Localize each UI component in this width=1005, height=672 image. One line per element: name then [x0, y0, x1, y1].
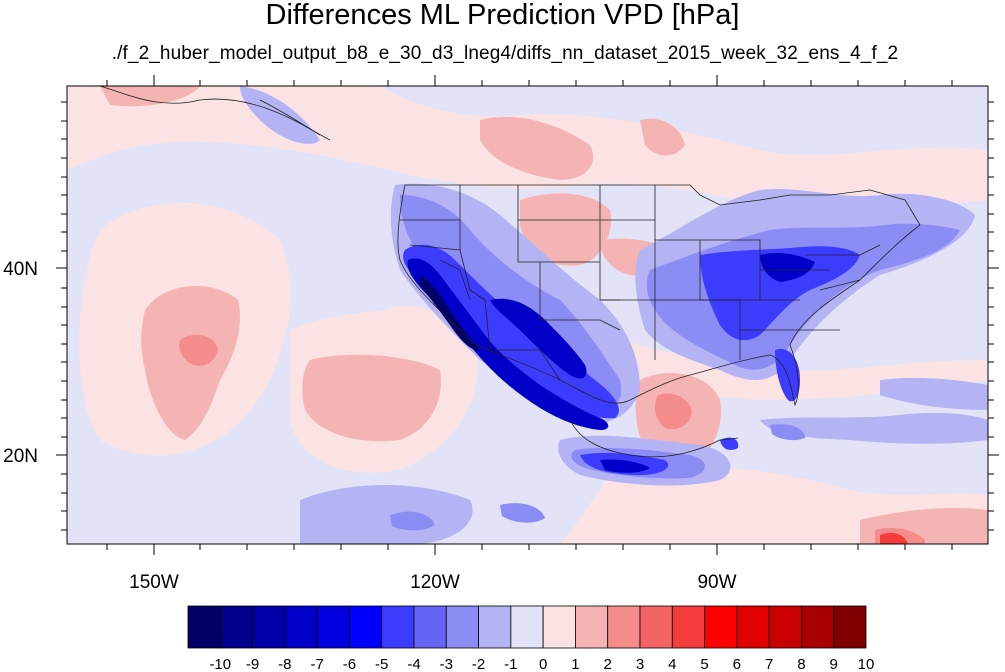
colorbar-label: 7: [765, 656, 773, 672]
major-ticks: [56, 75, 999, 555]
map-subtitle: ./f_2_huber_model_output_b8_e_30_d3_lneg…: [111, 43, 899, 64]
y-tick-label: 40N: [3, 259, 38, 280]
field-deep-negative: [407, 252, 815, 473]
colorbar-label: 6: [733, 656, 741, 672]
colorbar-label: 0: [539, 656, 547, 672]
colorbar-swatch: [316, 605, 350, 649]
field-darkest-negative: [420, 275, 480, 351]
minor-ticks: [61, 80, 994, 550]
colorbar-swatch: [704, 605, 738, 649]
colorbar-swatch: [607, 605, 641, 649]
colorbar-label: 1: [571, 656, 579, 672]
colorbar-swatch: [639, 605, 673, 649]
x-tick-label: 120W: [410, 572, 460, 593]
map-field: [67, 86, 988, 544]
field-red-spot: [880, 532, 908, 544]
colorbar-swatch: [219, 605, 253, 649]
colorbar-label: -6: [343, 656, 356, 672]
map-frame: [66, 85, 989, 545]
colorbar-label: -10: [209, 656, 231, 672]
map-title: Differences ML Prediction VPD [hPa]: [265, 0, 740, 31]
colorbar-swatch: [542, 605, 576, 649]
colorbar-swatch: [736, 605, 770, 649]
colorbar-label: 5: [700, 656, 708, 672]
colorbar-label: 9: [830, 656, 838, 672]
colorbar-swatch: [413, 605, 447, 649]
colorbar-swatch: [671, 605, 705, 649]
colorbar-swatch: [187, 605, 221, 649]
colorbar-label: -5: [375, 656, 388, 672]
colorbar-swatch: [801, 605, 835, 649]
x-tick-label: 90W: [697, 572, 736, 593]
colorbar-swatch: [510, 605, 544, 649]
colorbar-label: -1: [504, 656, 517, 672]
colorbar-swatch: [252, 605, 286, 649]
colorbar-label: 4: [668, 656, 676, 672]
y-tick-label: 20N: [3, 446, 38, 467]
colorbar-label: 10: [858, 656, 875, 672]
colorbar-label: 3: [636, 656, 644, 672]
colorbar-label: -8: [278, 656, 291, 672]
colorbar-swatch: [284, 605, 318, 649]
colorbar-swatch: [349, 605, 383, 649]
colorbar: -10 -9 -8 -7 -6 -5 -4 -3 -2 -1 0 1 2 3 4 5 6 7 8 9 10: [187, 605, 875, 672]
colorbar-swatch: [575, 605, 609, 649]
colorbar-swatch: [445, 605, 479, 649]
colorbar-swatch: [833, 605, 867, 649]
colorbar-swatch: [768, 605, 802, 649]
colorbar-label: 8: [797, 656, 805, 672]
colorbar-label: -2: [472, 656, 485, 672]
colorbar-label: -3: [440, 656, 453, 672]
colorbar-label: 2: [604, 656, 612, 672]
colorbar-swatch: [478, 605, 512, 649]
colorbar-swatch: [381, 605, 415, 649]
colorbar-label: -4: [407, 656, 420, 672]
colorbar-label: -9: [246, 656, 259, 672]
x-tick-label: 150W: [129, 572, 179, 593]
map-borders: [99, 86, 921, 458]
colorbar-label: -7: [310, 656, 323, 672]
